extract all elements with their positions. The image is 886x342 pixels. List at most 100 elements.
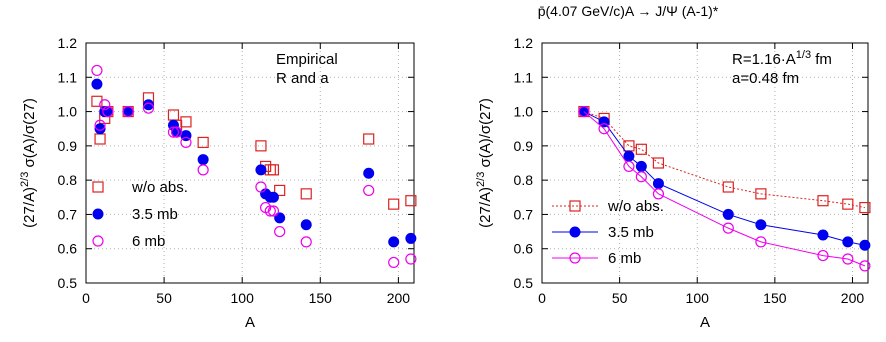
- annotation-text: a=0.48 fm: [732, 70, 799, 87]
- data-point: [94, 133, 106, 145]
- data-point: [363, 133, 375, 145]
- x-tick-label: 50: [612, 290, 628, 306]
- data-point: [388, 236, 400, 248]
- data-point: [142, 102, 155, 114]
- figure-title: p̄(4.07 GeV/c)A → J/Ψ (A-1)*: [538, 3, 719, 19]
- data-point: [122, 105, 134, 118]
- data-point: [91, 78, 103, 90]
- data-point: [635, 171, 647, 183]
- data-point: [300, 219, 312, 231]
- data-point: [817, 195, 829, 207]
- series-line: [583, 111, 866, 267]
- data-point: [755, 188, 767, 200]
- data-point: [170, 126, 183, 138]
- data-point: [180, 116, 192, 128]
- data-point: [167, 109, 180, 121]
- x-axis-label: A: [700, 314, 710, 331]
- legend-label: 6 mb: [132, 233, 165, 250]
- data-point: [274, 184, 286, 197]
- data-point: [578, 105, 590, 118]
- data-point: [405, 253, 417, 265]
- x-tick-label: 150: [309, 290, 333, 306]
- data-point: [91, 64, 103, 77]
- y-axis-label: (27/A)2/3 σ(A)/σ(27): [19, 98, 38, 228]
- data-point: [598, 123, 610, 135]
- plot-frame: [85, 42, 415, 284]
- data-point: [267, 191, 279, 203]
- data-point: [652, 178, 664, 190]
- series-w-o-abs-: [578, 105, 871, 214]
- x-tick-label: 50: [156, 290, 172, 306]
- data-point: [197, 136, 209, 149]
- legend-entry: w/o abs.: [92, 179, 188, 196]
- left-panel: 0.5 0.6 0.7 0.8 0.9 1.0 1.1 1.2 0 50 100 150 200 A (27…: [19, 35, 417, 331]
- x-axis-label: A: [245, 314, 255, 331]
- data-point: [180, 136, 192, 149]
- data-point: [623, 150, 635, 162]
- data-point: [267, 164, 280, 176]
- data-point: [197, 164, 209, 176]
- data-point: [859, 201, 871, 214]
- data-point: [842, 236, 854, 248]
- legend-label: 3.5 mb: [132, 206, 178, 223]
- data-point: [623, 160, 635, 173]
- data-point: [755, 219, 767, 231]
- legend-entry: 6 mb: [92, 233, 165, 250]
- x-tick-label: 200: [387, 290, 411, 306]
- annotation-text: R=1.16·A1/3 fm: [732, 49, 832, 68]
- legend-label: 6 mb: [608, 250, 641, 267]
- legend-entry: 3.5 mb: [552, 224, 654, 241]
- legend-marker: [569, 200, 581, 212]
- x-tick-label: 200: [841, 290, 865, 306]
- data-point: [652, 157, 665, 169]
- y-tick-label: 0.8: [514, 172, 534, 188]
- data-point: [94, 119, 106, 131]
- legend-label: 3.5 mb: [608, 224, 654, 241]
- legend-label: w/o abs.: [131, 179, 188, 196]
- legend-entry: 3.5 mb: [92, 206, 178, 223]
- legend-marker: [569, 252, 581, 264]
- legend-marker: [92, 208, 104, 220]
- x-tick-label: 100: [231, 290, 255, 306]
- legend-marker: [569, 226, 581, 238]
- data-point: [274, 212, 286, 224]
- y-tick-label: 0.9: [58, 138, 78, 154]
- data-point: [274, 225, 286, 238]
- data-point: [300, 188, 312, 200]
- series-6-mb: [578, 105, 871, 272]
- series-6-mb: [91, 64, 417, 269]
- x-tick-label: 0: [538, 290, 546, 306]
- legend-marker: [92, 181, 104, 193]
- data-point: [99, 99, 111, 111]
- data-point: [722, 208, 734, 220]
- y-tick-label: 0.5: [514, 275, 534, 291]
- data-point: [264, 205, 276, 217]
- data-point: [388, 256, 400, 269]
- data-point: [859, 239, 871, 251]
- y-tick-label: 0.7: [514, 206, 534, 222]
- y-tick-label: 0.9: [514, 138, 534, 154]
- data-point: [255, 140, 267, 152]
- data-point: [722, 222, 734, 234]
- plot-frame: [541, 42, 869, 284]
- y-tick-label: 1.0: [514, 104, 534, 120]
- data-point: [859, 260, 871, 272]
- data-point: [255, 164, 267, 176]
- y-tick-label: 1.0: [58, 104, 78, 120]
- annotation-text: R and a: [276, 70, 329, 87]
- data-point: [635, 160, 647, 172]
- data-point: [635, 143, 647, 155]
- data-point: [363, 184, 375, 197]
- y-axis-label: (27/A)2/3 σ(A)/σ(27): [475, 98, 494, 228]
- series-line: [583, 111, 865, 246]
- data-point: [388, 198, 400, 210]
- y-tick-label: 1.1: [58, 69, 78, 85]
- y-tick-label: 1.2: [514, 35, 534, 51]
- data-point: [817, 229, 829, 241]
- data-point: [405, 232, 417, 244]
- data-point: [197, 154, 209, 166]
- data-point: [94, 123, 106, 135]
- data-point: [405, 195, 417, 207]
- legend-entry: 6 mb: [552, 250, 641, 267]
